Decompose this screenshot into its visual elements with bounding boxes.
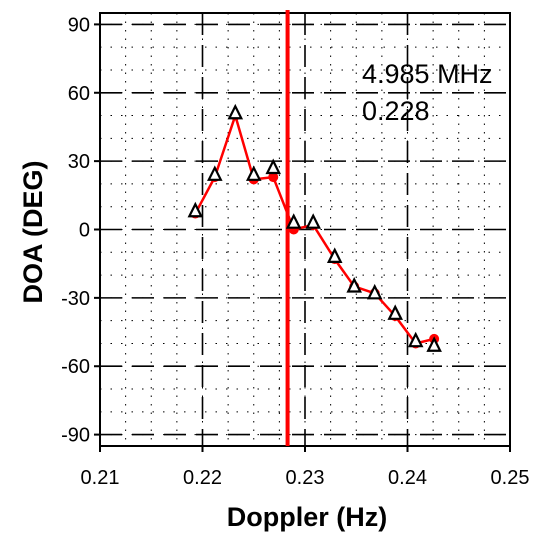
y-tick-label: -30 bbox=[61, 288, 90, 310]
y-axis-ticks: 90 60 30 0 -30 -60 -90 bbox=[61, 14, 100, 447]
y-axis-label: DOA (DEG) bbox=[18, 161, 48, 304]
circle-point bbox=[268, 172, 279, 183]
triangle-point bbox=[265, 158, 282, 175]
triangle-point bbox=[227, 103, 244, 120]
triangle-point bbox=[366, 283, 383, 300]
y-tick-label: -90 bbox=[61, 425, 90, 447]
annotation-layer: 4.985 MHz 0.228 bbox=[362, 59, 493, 126]
x-tick-label: 0.21 bbox=[81, 467, 120, 489]
triangle-point bbox=[305, 213, 321, 229]
triangle-point bbox=[207, 165, 223, 181]
triangle-point bbox=[407, 331, 424, 348]
triangle-point bbox=[326, 247, 343, 263]
y-tick-label: 0 bbox=[79, 220, 90, 242]
x-axis-label: Doppler (Hz) bbox=[227, 502, 387, 532]
triangle-point bbox=[346, 277, 362, 293]
x-tick-label: 0.22 bbox=[183, 467, 222, 489]
triangle-point bbox=[245, 165, 262, 181]
triangle-point bbox=[187, 201, 204, 218]
triangle-point bbox=[285, 213, 302, 229]
annotation-doppler-value: 0.228 bbox=[362, 96, 430, 126]
y-tick-label: 90 bbox=[68, 14, 90, 36]
triangle-point bbox=[387, 304, 403, 320]
y-tick-label: -60 bbox=[61, 356, 90, 378]
triangle-point bbox=[426, 336, 442, 352]
y-tick-label: 30 bbox=[68, 151, 90, 173]
x-tick-label: 0.24 bbox=[388, 467, 427, 489]
annotation-frequency: 4.985 MHz bbox=[362, 59, 493, 89]
y-tick-label: 60 bbox=[68, 83, 90, 105]
x-tick-label: 0.25 bbox=[491, 467, 530, 489]
x-tick-label: 0.23 bbox=[286, 467, 325, 489]
series-layer bbox=[187, 103, 442, 352]
x-axis-ticks: 0.21 0.22 0.23 0.24 0.25 bbox=[81, 446, 530, 489]
